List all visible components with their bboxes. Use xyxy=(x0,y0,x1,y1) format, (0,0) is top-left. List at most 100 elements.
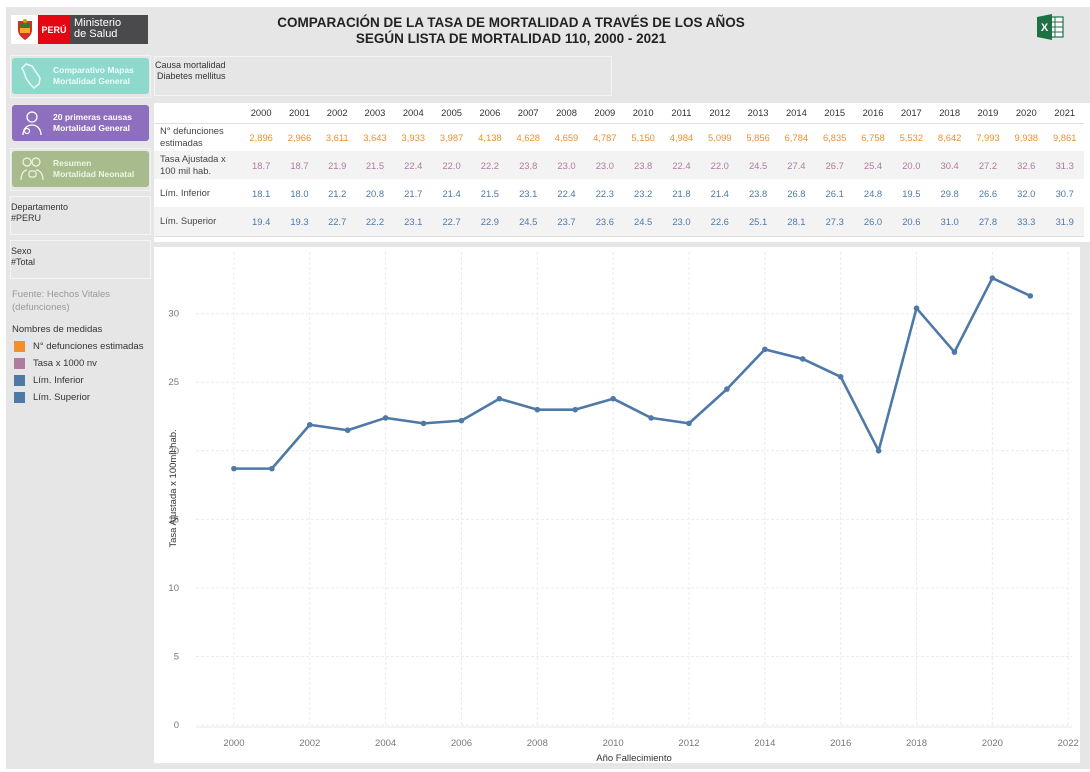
table-cell[interactable]: 28.1 xyxy=(777,207,816,237)
table-cell[interactable]: 21.2 xyxy=(328,187,347,199)
table-cell[interactable]: 24.8 xyxy=(863,187,883,199)
table-cell[interactable]: 4,984 xyxy=(669,131,694,143)
table-cell[interactable]: 22.7 xyxy=(432,207,471,237)
table-cell[interactable]: 23.7 xyxy=(547,207,586,237)
table-cell[interactable]: 5,099 xyxy=(708,131,732,143)
table-cell[interactable]: 26.7 xyxy=(815,151,854,179)
table-cell[interactable]: 33.3 xyxy=(1007,207,1046,237)
table-cell[interactable]: 21.5 xyxy=(480,187,500,199)
table-cell[interactable]: 18.0 xyxy=(290,187,309,199)
table-cell[interactable]: 5,856 xyxy=(746,131,770,143)
table-cell[interactable]: 5,150 xyxy=(631,131,655,143)
table-cell[interactable]: 21.9 xyxy=(318,151,356,179)
table-cell[interactable]: 8,642 xyxy=(937,131,962,143)
table-cell[interactable]: 23.0 xyxy=(547,151,586,179)
table-cell[interactable]: 23.1 xyxy=(519,187,538,199)
table-cell[interactable]: 27.3 xyxy=(815,207,854,237)
table-cell[interactable]: 20.8 xyxy=(365,187,385,199)
table-cell[interactable]: 22.6 xyxy=(700,207,739,237)
table-cell[interactable]: 24.5 xyxy=(738,151,778,179)
table-cell[interactable]: 23.2 xyxy=(634,187,653,199)
filter-sexo[interactable]: Sexo #Total xyxy=(10,240,151,279)
table-cell[interactable]: 7,993 xyxy=(976,131,1000,143)
table-cell[interactable]: 2,896 xyxy=(249,131,273,143)
table-cell[interactable]: 23.6 xyxy=(585,207,624,237)
table-cell[interactable]: 23.0 xyxy=(585,151,624,179)
table-cell[interactable]: 23.8 xyxy=(748,187,768,199)
table-cell[interactable]: 6,784 xyxy=(784,131,809,143)
table-cell[interactable]: 24.5 xyxy=(623,207,663,237)
table-cell[interactable]: 21.4 xyxy=(710,187,729,199)
table-cell[interactable]: 20.6 xyxy=(892,207,931,237)
table-cell[interactable]: 25.1 xyxy=(738,207,778,237)
table-cell[interactable]: 22.7 xyxy=(318,207,356,237)
nav-20-primeras-causas[interactable]: 20 primeras causas Mortalidad General xyxy=(12,105,149,141)
table-cell[interactable]: 31.0 xyxy=(930,207,969,237)
nav-comparativo-mapas[interactable]: Comparativo Mapas Mortalidad General xyxy=(12,58,149,94)
table-cell[interactable]: 3,643 xyxy=(363,131,387,143)
table-cell[interactable]: 23.0 xyxy=(662,207,701,237)
legend-item[interactable]: Lím. Inferior xyxy=(12,372,143,389)
x-tick-label: 2004 xyxy=(375,738,396,749)
table-cell[interactable]: 2,966 xyxy=(287,131,312,143)
table-cell[interactable]: 22.2 xyxy=(470,151,510,179)
table-cell[interactable]: 3,611 xyxy=(325,131,349,143)
table-cell[interactable]: 19.4 xyxy=(242,207,281,237)
table-cell[interactable]: 19.3 xyxy=(280,207,319,237)
table-cell[interactable]: 24.5 xyxy=(509,207,548,237)
table-cell[interactable]: 22.3 xyxy=(595,187,614,199)
excel-icon[interactable]: X xyxy=(1035,12,1065,42)
table-cell[interactable]: 22.4 xyxy=(662,151,701,179)
table-cell[interactable]: 23.8 xyxy=(509,151,548,179)
table-cell[interactable]: 26.6 xyxy=(978,187,998,199)
table-cell[interactable]: 25.4 xyxy=(853,151,893,179)
legend-item[interactable]: Tasa x 1000 nv xyxy=(12,355,143,372)
table-cell[interactable]: 22.0 xyxy=(700,151,739,179)
table-cell[interactable]: 21.7 xyxy=(404,187,423,199)
table-cell[interactable]: 21.5 xyxy=(355,151,395,179)
table-cell[interactable]: 32.6 xyxy=(1007,151,1046,179)
table-cell[interactable]: 30.4 xyxy=(930,151,969,179)
table-cell[interactable]: 19.5 xyxy=(902,187,921,199)
filter-causa-mortalidad[interactable]: Causa mortalidad Diabetes mellitus xyxy=(154,56,612,96)
table-cell[interactable]: 4,628 xyxy=(516,131,540,143)
legend-item[interactable]: Lím. Superior xyxy=(12,389,143,406)
table-cell[interactable]: 26.0 xyxy=(853,207,893,237)
table-cell[interactable]: 22.0 xyxy=(432,151,471,179)
table-cell[interactable]: 4,659 xyxy=(554,131,579,143)
table-cell[interactable]: 27.8 xyxy=(968,207,1008,237)
table-cell[interactable]: 23.8 xyxy=(623,151,663,179)
table-cell[interactable]: 31.9 xyxy=(1045,207,1084,237)
table-cell[interactable]: 22.2 xyxy=(355,207,395,237)
filter-departamento[interactable]: Departamento #PERU xyxy=(10,196,151,235)
table-cell[interactable]: 27.2 xyxy=(968,151,1008,179)
table-cell[interactable]: 18.1 xyxy=(252,187,271,199)
table-cell[interactable]: 18.7 xyxy=(280,151,319,179)
table-cell[interactable]: 5,532 xyxy=(899,131,924,143)
table-cell[interactable]: 32.0 xyxy=(1017,187,1036,199)
table-cell[interactable]: 18.7 xyxy=(242,151,281,179)
table-cell[interactable]: 3,933 xyxy=(401,131,425,143)
table-cell[interactable]: 9,861 xyxy=(1052,131,1077,143)
table-cell[interactable]: 3,987 xyxy=(439,131,464,143)
table-cell[interactable]: 22.4 xyxy=(394,151,433,179)
table-cell[interactable]: 22.9 xyxy=(470,207,510,237)
table-cell[interactable]: 29.8 xyxy=(940,187,959,199)
table-cell[interactable]: 4,138 xyxy=(478,131,502,143)
table-cell[interactable]: 9,938 xyxy=(1014,131,1038,143)
table-cell[interactable]: 27.4 xyxy=(777,151,816,179)
table-cell[interactable]: 31.3 xyxy=(1045,151,1084,179)
table-cell[interactable]: 6,758 xyxy=(861,131,885,143)
nav-resumen-neonatal[interactable]: Resumen Mortalidad Neonatal xyxy=(12,151,149,187)
table-cell[interactable]: 26.1 xyxy=(825,187,844,199)
table-cell[interactable]: 20.0 xyxy=(892,151,931,179)
table-cell[interactable]: 23.1 xyxy=(394,207,433,237)
table-cell[interactable]: 6,835 xyxy=(822,131,847,143)
legend-item[interactable]: N° defunciones estimadas xyxy=(12,338,143,355)
table-cell[interactable]: 4,787 xyxy=(593,131,617,143)
table-cell[interactable]: 22.4 xyxy=(557,187,576,199)
table-cell[interactable]: 30.7 xyxy=(1055,187,1074,199)
table-cell[interactable]: 21.4 xyxy=(442,187,461,199)
table-cell[interactable]: 21.8 xyxy=(672,187,691,199)
table-cell[interactable]: 26.8 xyxy=(787,187,806,199)
